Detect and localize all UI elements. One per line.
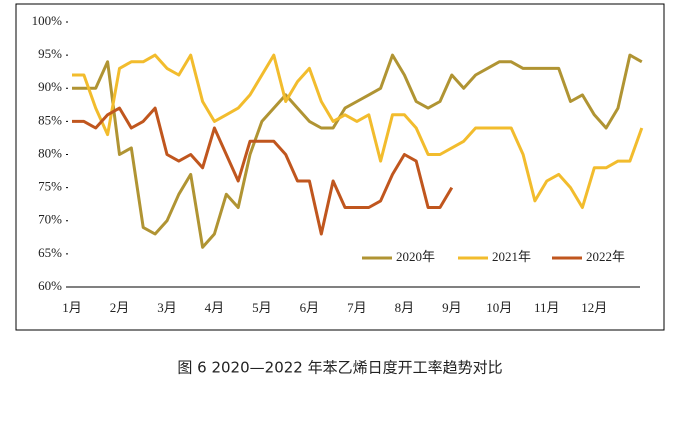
series-line xyxy=(72,53,643,249)
y-tick-label: 70% xyxy=(38,212,62,227)
y-tick-label: 85% xyxy=(38,112,62,127)
x-tick-label: 9月 xyxy=(442,300,462,315)
x-tick-label: 7月 xyxy=(347,300,367,315)
y-tick-label: 80% xyxy=(38,145,62,160)
x-tick-label: 8月 xyxy=(395,300,415,315)
x-tick-label: 1月 xyxy=(62,300,82,315)
x-tick-label: 11月 xyxy=(534,300,560,315)
x-tick-label: 4月 xyxy=(205,300,225,315)
x-tick-label: 3月 xyxy=(157,300,177,315)
x-tick-label: 10月 xyxy=(486,300,512,315)
y-tick-label: 95% xyxy=(38,46,62,61)
series-line xyxy=(72,53,644,209)
x-tick-label: 12月 xyxy=(581,300,607,315)
x-tick-label: 5月 xyxy=(252,300,272,315)
frame xyxy=(15,3,665,331)
caption: 图 6 2020—2022 年苯乙烯日度开工率趋势对比 xyxy=(177,359,502,377)
legend-label: 2022年 xyxy=(586,249,625,264)
legend-label: 2021年 xyxy=(492,249,531,264)
y-tick-label: 60% xyxy=(38,278,62,293)
series-line xyxy=(72,106,454,236)
x-tick-label: 6月 xyxy=(300,300,320,315)
y-tick-label: 75% xyxy=(38,179,62,194)
x-tick-label: 2月 xyxy=(110,300,130,315)
y-tick-label: 90% xyxy=(38,79,62,94)
y-tick-label: 65% xyxy=(38,245,62,260)
legend-label: 2020年 xyxy=(396,249,435,264)
y-tick-label: 100% xyxy=(32,13,63,28)
